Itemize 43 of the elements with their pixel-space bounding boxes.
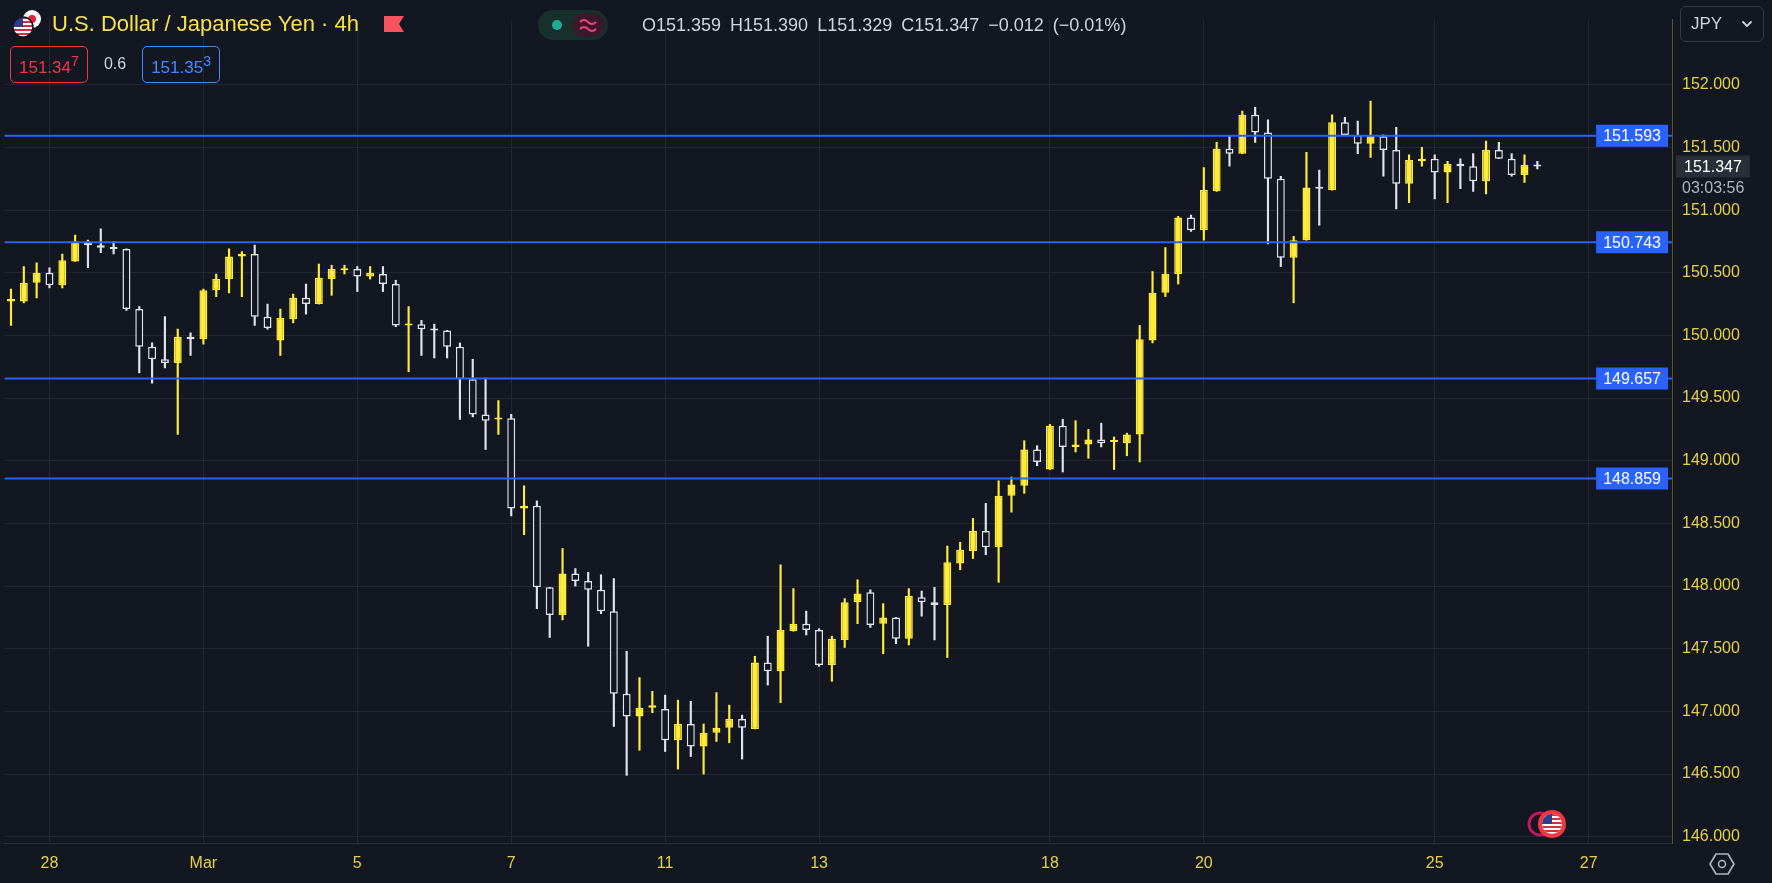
annotation: 151.35$^{3}$ [142, 46, 220, 83]
y-tick-label: 150.500 [1682, 263, 1740, 281]
x-tick-label: 18 [1041, 854, 1059, 872]
candlestick [417, 320, 426, 356]
y-tick-label: 146.000 [1682, 827, 1740, 845]
y-tick-label: 151.500 [1682, 137, 1740, 155]
y-tick-label: 148.000 [1682, 576, 1740, 594]
x-tick-label: 5 [352, 854, 362, 872]
x-tick-label: 11 [656, 854, 674, 872]
candlestick [776, 564, 785, 703]
x-tick-label: 25 [1425, 854, 1444, 872]
ref-line-label: 149.657 [1603, 369, 1662, 387]
y-tick-label: 146.500 [1682, 764, 1740, 782]
y-tick-label: 150.000 [1682, 325, 1740, 343]
annotation: 151.34$^{7}$ [10, 46, 88, 83]
annotation: 0.6 [103, 55, 127, 74]
dropdown: JPY [1680, 6, 1764, 42]
chart-title: U.S. Dollar / Japanese Yen · 4h [52, 11, 359, 37]
x-tick-label: 28 [40, 854, 59, 872]
y-tick-label: 148.500 [1682, 513, 1740, 531]
candlestick [635, 677, 644, 751]
ref-line-label: 151.593 [1603, 127, 1662, 145]
candlestick [853, 579, 862, 625]
x-tick-label: 7 [506, 854, 516, 872]
y-tick-label: 147.000 [1682, 701, 1740, 719]
x-tick-label: 13 [810, 854, 829, 872]
chart-subtitle: O151.359 H151.390 L151.329 C151.347 −0.012 (−0.01%) [642, 15, 1127, 36]
ref-line-label: 150.743 [1603, 233, 1662, 251]
candlestick [712, 692, 721, 742]
x-tick-label: Mar [189, 854, 218, 872]
y-tick-label: 149.500 [1682, 388, 1740, 406]
text: 03:03:56 [1682, 179, 1745, 197]
candlestick [1443, 160, 1452, 203]
candlestick [481, 377, 490, 450]
x-tick-label: 20 [1194, 854, 1213, 872]
x-tick-label: 27 [1579, 854, 1598, 872]
ref-line-label: 148.859 [1603, 469, 1662, 487]
text: 151.347 [1684, 158, 1742, 176]
y-tick-label: 147.500 [1682, 639, 1740, 657]
y-tick-label: 151.000 [1682, 200, 1740, 218]
candlestick [1225, 135, 1234, 167]
y-tick-label: 152.000 [1682, 75, 1740, 93]
y-tick-label: 149.000 [1682, 451, 1740, 469]
